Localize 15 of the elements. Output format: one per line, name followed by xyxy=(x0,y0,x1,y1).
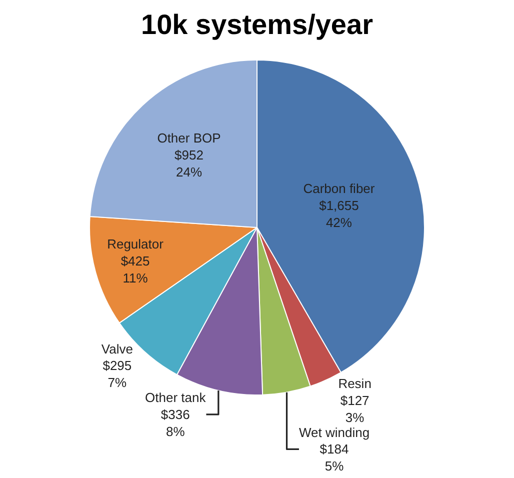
data-label: $952 24% xyxy=(174,147,204,180)
slice-label: Valve xyxy=(101,341,133,356)
data-label: $127 3% xyxy=(340,392,370,425)
data-label: $295 7% xyxy=(102,358,132,390)
slice-label: Regulator xyxy=(107,236,164,252)
slice-label: Resin xyxy=(338,376,372,391)
chart-title: 10k systems/year xyxy=(141,8,374,40)
slice-label: Other tank xyxy=(145,390,206,406)
data-label: $184 5% xyxy=(320,442,349,474)
data-label: $1,655 42% xyxy=(319,198,359,230)
slice-label: Carbon fiber xyxy=(303,180,376,196)
data-label: $336 8% xyxy=(160,406,190,439)
data-label: $425 11% xyxy=(120,254,150,286)
slice-label: Wet winding xyxy=(298,424,370,440)
slice-label: Other BOP xyxy=(157,130,221,146)
